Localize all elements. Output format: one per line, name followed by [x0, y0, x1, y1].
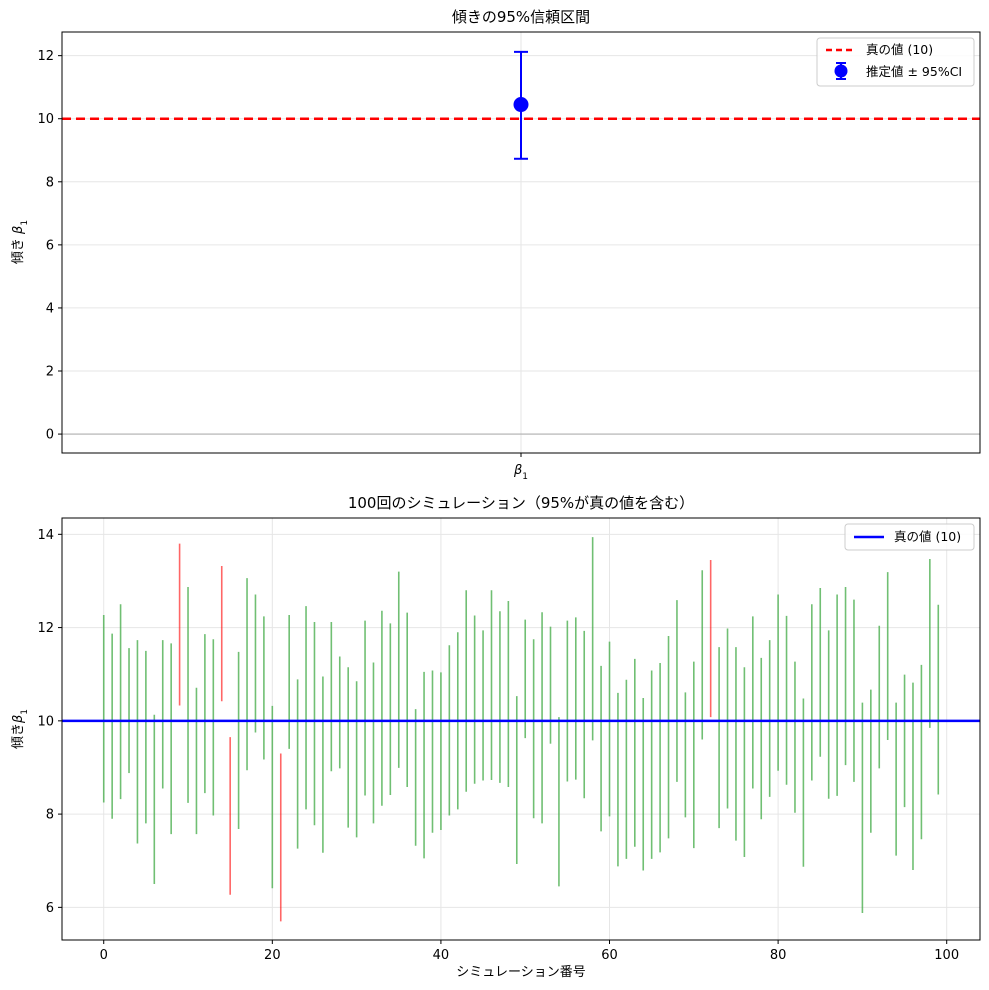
simulation-x-tick-label: 40 [433, 948, 450, 963]
ci-legend-box [816, 37, 975, 87]
ci-chart-legend: 真の値 (10) 推定値 ± 95%CI [816, 37, 975, 87]
simulation-y-axis-label-subscript: 1 [20, 709, 30, 715]
simulation-x-tick-label: 20 [264, 948, 281, 963]
ci-y-tick-label: 10 [37, 112, 54, 127]
ci-chart-y-ticks: 0 2 4 6 8 10 12 [37, 49, 62, 443]
ci-y-tick-label: 12 [37, 49, 54, 64]
simulation-chart-y-axis-label: 傾きβ1 [11, 709, 30, 749]
estimate-point [513, 97, 529, 113]
simulation-chart-legend: 真の値 (10) [844, 523, 975, 551]
ci-y-tick-label: 0 [46, 428, 54, 443]
ci-chart-x-tick: β1 [513, 453, 528, 482]
simulation-y-tick-label: 12 [37, 621, 54, 636]
simulation-x-tick-label: 60 [601, 948, 618, 963]
ci-chart-title: 傾きの95%信頼区間 [452, 8, 590, 26]
simulation-legend-true-value-label: 真の値 (10) [894, 529, 961, 544]
ci-x-tick-label-subscript: 1 [522, 472, 528, 482]
simulation-chart-frame [61, 517, 981, 941]
ci-y-axis-label-symbol: β [11, 226, 26, 235]
simulation-chart-x-axis-label: シミュレーション番号 [456, 965, 585, 980]
legend-estimate-dot [834, 64, 848, 78]
simulation-y-tick-label: 10 [37, 714, 54, 729]
simulation-chart-grid [62, 518, 980, 940]
simulation-chart-title: 100回のシミュレーション（95%が真の値を含む） [348, 494, 694, 512]
simulation-y-axis-label-symbol: β [11, 715, 26, 724]
ci-y-axis-label-text: 傾き [11, 234, 26, 264]
simulation-y-axis-label-text: 傾き [11, 723, 26, 749]
ci-x-tick-label: β1 [513, 463, 528, 482]
simulation-x-tick-label: 0 [100, 948, 108, 963]
ci-y-tick-label: 6 [46, 238, 54, 253]
simulation-chart-y-ticks: 6 8 10 12 14 [37, 528, 62, 916]
simulation-y-tick-label: 6 [46, 901, 54, 916]
simulation-y-tick-label: 8 [46, 808, 54, 823]
simulation-chart-x-ticks: 0 20 40 60 80 100 [100, 940, 959, 963]
simulation-x-tick-label: 80 [770, 948, 787, 963]
ci-y-tick-label: 4 [46, 301, 54, 316]
ci-chart-y-axis-label: 傾き β1 [11, 220, 30, 264]
ci-y-tick-label: 8 [46, 175, 54, 190]
ci-x-tick-label-symbol: β [513, 463, 522, 478]
simulation-x-tick-label: 100 [934, 948, 959, 963]
simulation-chart-panel: 100回のシミュレーション（95%が真の値を含む） 6 8 10 12 14 0 20 40… [11, 494, 981, 980]
legend-estimate-marker [834, 62, 848, 80]
ci-legend-true-value-label: 真の値 (10) [866, 42, 933, 57]
ci-y-axis-label-subscript: 1 [20, 220, 30, 226]
ci-legend-estimate-label: 推定値 ± 95%CI [866, 64, 962, 79]
ci-chart-plot-area [62, 50, 980, 435]
simulation-legend-box [844, 523, 975, 551]
simulation-chart-plot-area [62, 537, 980, 922]
ci-y-tick-label: 2 [46, 365, 54, 380]
simulation-y-tick-label: 14 [37, 528, 54, 543]
